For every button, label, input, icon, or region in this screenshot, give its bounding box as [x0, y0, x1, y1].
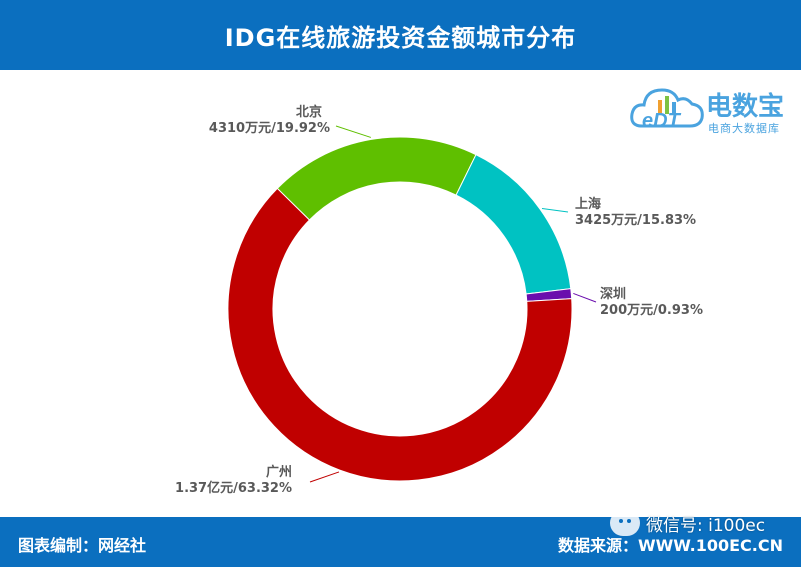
- leader-line-上海: [541, 207, 569, 213]
- logo-name: 电数宝: [706, 92, 785, 122]
- logo-en: eDT: [642, 110, 680, 132]
- data-label-name-上海: 上海: [575, 196, 601, 212]
- slice-北京: [276, 136, 477, 221]
- data-label-value-深圳: 200万元/0.93%: [600, 303, 703, 318]
- data-label-value-广州: 1.37亿元/63.32%: [175, 480, 292, 496]
- title-bar: IDG在线旅游投资金额城市分布: [0, 0, 801, 70]
- leader-line-北京: [335, 125, 372, 138]
- footer-credit: 图表编制：网经社: [18, 536, 147, 555]
- footer-source: 数据来源：WWW.100EC.CN: [557, 536, 783, 555]
- data-label-name-北京: 北京: [296, 104, 322, 120]
- chart-title: IDG在线旅游投资金额城市分布: [224, 23, 577, 52]
- data-label-name-广州: 广州: [266, 464, 292, 480]
- slice-广州: [227, 187, 573, 482]
- data-label-name-深圳: 深圳: [600, 286, 626, 302]
- footer-bar: 图表编制：网经社 数据来源：WWW.100EC.CN: [0, 517, 801, 567]
- wechat-id: 微信号: i100ec: [646, 515, 766, 536]
- brand-logo: eDT 电数宝 电商大数据库: [628, 72, 798, 142]
- wechat-watermark: 微信号: i100ec: [610, 506, 765, 540]
- slice-上海: [455, 154, 572, 295]
- data-label-value-上海: 3425万元/15.83%: [575, 213, 696, 228]
- cloud-icon: [630, 88, 704, 128]
- wechat-icon: [610, 510, 640, 536]
- logo-subtitle: 电商大数据库: [708, 122, 780, 135]
- data-label-value-北京: 4310万元/19.92%: [209, 121, 330, 136]
- leader-line-深圳: [573, 292, 597, 303]
- leader-line-广州: [309, 471, 340, 483]
